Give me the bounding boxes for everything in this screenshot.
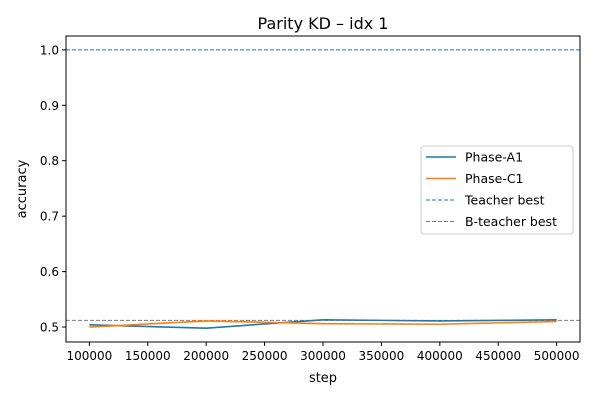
x-tick-label: 250000 — [242, 349, 288, 363]
legend-box — [420, 145, 574, 235]
y-tick-label: 0.7 — [40, 210, 59, 224]
data-point-phase-a1 — [205, 327, 207, 329]
x-tick-label: 500000 — [534, 349, 580, 363]
data-point-phase-c1 — [439, 323, 441, 325]
legend-label-b-teacher-best: B-teacher best — [465, 214, 557, 229]
y-tick-label: 0.9 — [40, 99, 59, 113]
x-axis-ticks: 100000 150000 200000 250000 300000 350000 4000… — [66, 342, 580, 363]
chart-title: Parity KD – idx 1 — [258, 14, 389, 33]
y-tick-label: 0.8 — [40, 154, 59, 168]
x-tick-label: 100000 — [66, 349, 112, 363]
data-point-phase-c1 — [88, 326, 90, 328]
legend-label-phase-c1: Phase-C1 — [465, 171, 524, 186]
y-tick-label: 1.0 — [40, 43, 59, 57]
x-axis-label: step — [309, 371, 337, 386]
x-tick-label: 350000 — [359, 349, 405, 363]
legend-label-teacher-best: Teacher best — [464, 193, 545, 208]
x-tick-label: 400000 — [417, 349, 463, 363]
y-axis-label: accuracy — [15, 159, 30, 218]
series-lines — [88, 319, 557, 329]
series-line-phase-a1 — [89, 319, 557, 329]
y-axis-ticks: 0.5 0.6 0.7 0.8 0.9 1.0 — [40, 43, 66, 335]
y-tick-label: 0.6 — [40, 265, 59, 279]
x-tick-label: 450000 — [475, 349, 521, 363]
data-point-phase-a1 — [88, 324, 90, 326]
data-point-phase-c1 — [322, 323, 324, 325]
data-point-phase-a1 — [322, 319, 324, 321]
y-tick-label: 0.5 — [40, 321, 59, 335]
legend: Phase-A1 Phase-C1 Teacher best B-teacher be… — [420, 145, 574, 235]
legend-label-phase-a1: Phase-A1 — [465, 150, 523, 165]
x-tick-label: 200000 — [183, 349, 229, 363]
x-tick-label: 300000 — [300, 349, 346, 363]
data-point-phase-c1 — [205, 320, 207, 322]
x-tick-label: 150000 — [125, 349, 171, 363]
data-point-phase-a1 — [439, 320, 441, 322]
series-line-phase-c1 — [89, 320, 557, 328]
data-point-phase-c1 — [555, 320, 557, 322]
